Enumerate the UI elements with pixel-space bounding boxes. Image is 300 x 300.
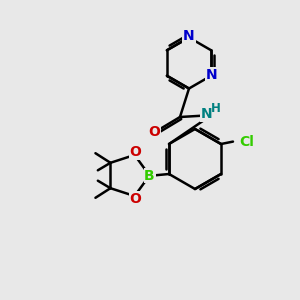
Text: N: N	[183, 29, 195, 43]
Text: O: O	[148, 125, 160, 139]
Text: O: O	[130, 145, 141, 159]
Text: N: N	[205, 68, 217, 82]
Text: H: H	[211, 101, 221, 115]
Text: N: N	[201, 107, 213, 121]
Text: B: B	[144, 169, 155, 182]
Text: Cl: Cl	[239, 135, 254, 148]
Text: O: O	[130, 192, 141, 206]
